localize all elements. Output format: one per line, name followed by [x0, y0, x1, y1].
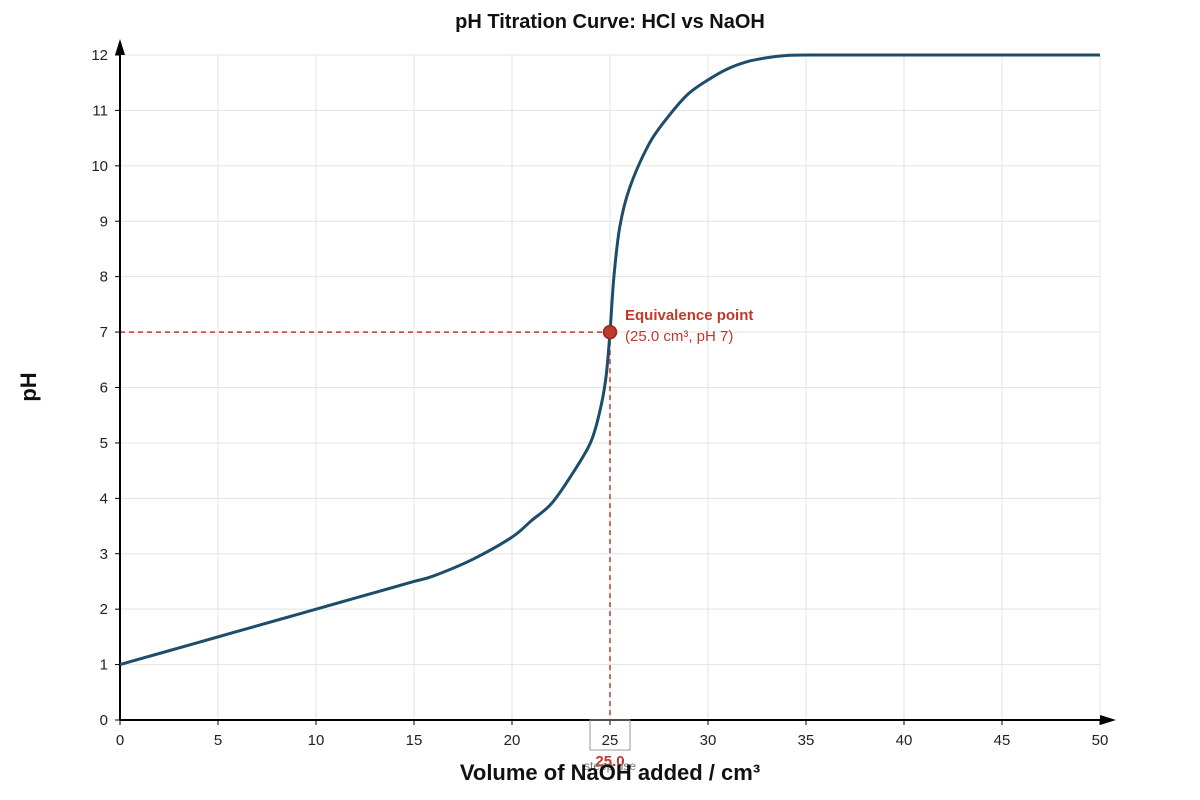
y-tick-label: 12	[91, 47, 108, 64]
x-tick-label: 0	[116, 732, 124, 749]
x-axis-arrow	[1100, 715, 1116, 725]
y-tick-label: 4	[100, 490, 108, 507]
y-tick-label: 0	[100, 712, 108, 729]
equivalence-reference-lines	[120, 331, 611, 720]
chart-title: pH Titration Curve: HCl vs NaOH	[455, 11, 765, 33]
y-tick-label: 7	[100, 324, 108, 341]
x-tick-label: 35	[798, 732, 815, 749]
annotation-layer: Equivalence point (25.0 cm³, pH 7) 25.0ste…	[584, 307, 753, 773]
steep-rise-marker-box	[589, 719, 631, 751]
x-tick-label: 25	[602, 732, 619, 749]
x-tick-label: 30	[700, 732, 717, 749]
x-tick-label: 20	[504, 732, 521, 749]
y-tick-label: 2	[100, 601, 108, 618]
steep-rise-marker-value: 25.0	[595, 753, 624, 770]
series-layer	[119, 53, 1100, 667]
x-tick-label: 10	[308, 732, 325, 749]
x-tick-labels: 0 5 10 15 20 25 30 35 40 45 50	[116, 732, 1109, 749]
y-axis-arrow	[115, 39, 125, 55]
x-tick-label: 5	[214, 732, 222, 749]
equivalence-point-coordinates: (25.0 cm³, pH 7)	[625, 328, 733, 345]
x-axis-label: Volume of NaOH added / cm³	[460, 760, 760, 785]
y-tick-label: 5	[100, 435, 108, 452]
equivalence-point-label: Equivalence point	[625, 307, 753, 324]
y-tick-label: 11	[92, 102, 108, 119]
y-tick-label: 3	[100, 546, 108, 563]
x-tick-label: 50	[1092, 732, 1109, 749]
y-tick-label: 8	[100, 269, 108, 286]
x-tick-label: 15	[406, 732, 423, 749]
y-tick-label: 9	[100, 213, 108, 230]
equivalence-point-marker	[602, 324, 618, 340]
y-axis-label: pH	[16, 372, 41, 401]
y-tick-label: 10	[91, 158, 108, 175]
y-tick-label: 6	[100, 380, 108, 397]
y-tick-label: 1	[100, 657, 108, 674]
titration-curve	[119, 53, 1100, 667]
steep-rise-marker-caption: steep rise	[584, 759, 636, 773]
x-tick-label: 40	[896, 732, 913, 749]
x-tick-label: 45	[994, 732, 1011, 749]
